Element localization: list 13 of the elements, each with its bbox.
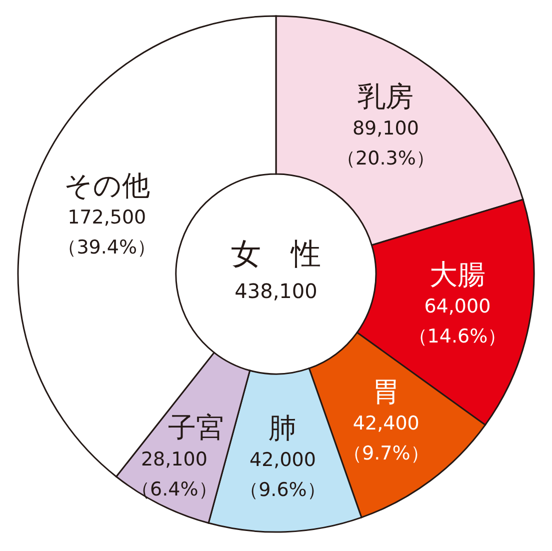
data-label: 89,100 （20.3%） bbox=[336, 117, 435, 170]
slice-label: 大腸 bbox=[429, 258, 486, 291]
text: 女 性 bbox=[231, 237, 321, 272]
data-label: 42,000 （9.6%） bbox=[240, 448, 326, 501]
data-label: 64,000 （14.6%） bbox=[408, 295, 507, 348]
data-label: 172,500 （39.4%） bbox=[58, 206, 156, 258]
data-label: 42,400 （9.7%） bbox=[343, 412, 430, 464]
slice-label: 肺 bbox=[268, 411, 297, 444]
text: 438,100 bbox=[234, 279, 318, 303]
slice-label: その他 bbox=[64, 168, 150, 202]
slice-label: 胃 bbox=[372, 374, 400, 408]
slice-label: 子宮 bbox=[168, 411, 224, 444]
slice-label: 乳房 bbox=[358, 80, 414, 113]
